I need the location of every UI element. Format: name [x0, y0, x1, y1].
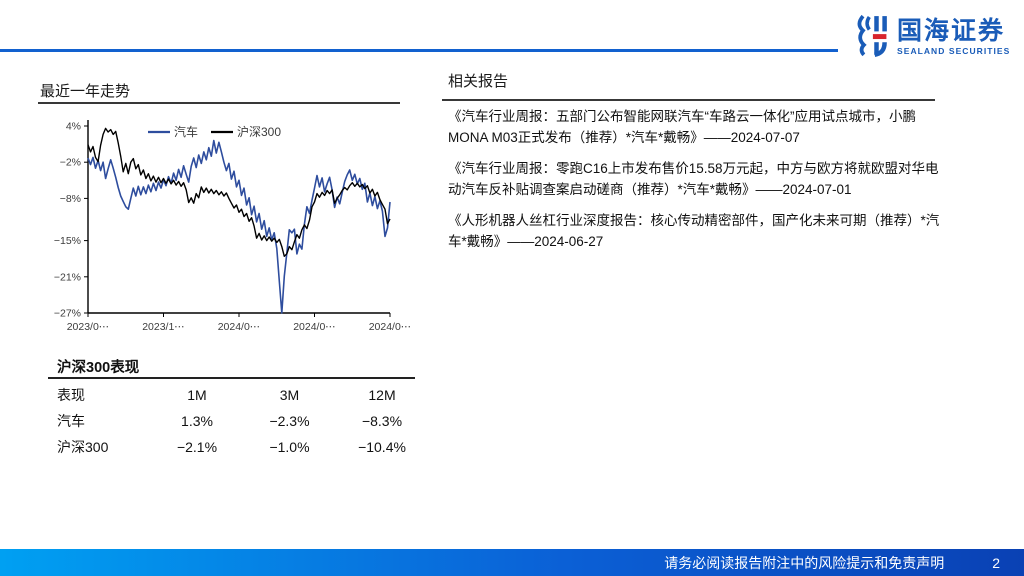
svg-text:−8%: −8% [60, 193, 81, 205]
svg-text:汽车: 汽车 [174, 124, 198, 139]
svg-text:2024/0⋯: 2024/0⋯ [369, 321, 412, 333]
svg-text:−2%: −2% [60, 157, 81, 169]
table-row-auto: 汽车 1.3% −2.3% −8.3% [57, 408, 427, 434]
sealand-logo-icon [854, 13, 890, 62]
row-label: 沪深300 [57, 439, 109, 455]
disclaimer-text: 请务必阅读报告附注中的风险提示和免责声明 [664, 554, 945, 571]
table-header-row: 表现 1M 3M 12M [57, 382, 427, 408]
performance-table-underline [48, 377, 415, 379]
footer-bar: 请务必阅读报告附注中的风险提示和免责声明 2 [0, 549, 1024, 576]
row-label: 汽车 [57, 413, 85, 429]
col-header-metric: 表现 [57, 387, 85, 403]
svg-text:2024/0⋯: 2024/0⋯ [293, 321, 336, 333]
cell-auto-3m: −2.3% [269, 413, 310, 429]
cell-csi300-3m: −1.0% [269, 439, 310, 455]
performance-table-title: 沪深300表现 [57, 360, 140, 376]
header-divider [0, 49, 838, 52]
trend-title-underline [38, 102, 400, 104]
svg-text:沪深300: 沪深300 [237, 125, 281, 139]
related-reports-list: 《汽车行业周报：五部门公布智能网联汽车“车路云一体化”应用试点城市，小鹏MONA… [448, 107, 940, 263]
svg-text:4%: 4% [66, 121, 81, 133]
svg-text:2023/0⋯: 2023/0⋯ [67, 321, 110, 333]
performance-table: 表现 1M 3M 12M 汽车 1.3% −2.3% −8.3% 沪深300 −… [57, 382, 427, 460]
related-reports-underline [442, 99, 935, 101]
svg-text:2023/1⋯: 2023/1⋯ [142, 321, 185, 333]
cell-auto-1m: 1.3% [181, 413, 213, 429]
cell-csi300-1m: −2.1% [176, 439, 218, 455]
page-number: 2 [992, 554, 1000, 571]
svg-text:2024/0⋯: 2024/0⋯ [218, 321, 261, 333]
report-item: 《汽车行业周报：五部门公布智能网联汽车“车路云一体化”应用试点城市，小鹏MONA… [448, 109, 916, 145]
svg-text:−15%: −15% [54, 235, 81, 247]
brand-name-english: SEALAND SECURITIES [897, 46, 1011, 57]
svg-text:−27%: −27% [54, 308, 81, 320]
related-reports-title: 相关报告 [448, 73, 509, 90]
trend-chart-container: 4% −2% −8% −15% −21% −27% 2023/0⋯ 2023/1⋯ 2024/0… [30, 112, 450, 340]
cell-auto-12m: −8.3% [361, 413, 403, 429]
col-header-12m: 12M [368, 387, 396, 403]
trend-section-title: 最近一年走势 [40, 83, 131, 100]
report-item: 《汽车行业周报：零跑C16上市发布售价15.58万元起，中方与欧方将就欧盟对华电… [448, 160, 939, 197]
trend-line-chart: 4% −2% −8% −15% −21% −27%2023/0⋯ 2023/1⋯ 2024/0… [54, 120, 412, 333]
col-header-3m: 3M [279, 387, 300, 403]
svg-text:−21%: −21% [54, 271, 81, 283]
cell-csi300-12m: −10.4% [358, 439, 406, 455]
table-row-csi300: 沪深300 −2.1% −1.0% −10.4% [57, 434, 427, 460]
report-item: 《人形机器人丝杠行业深度报告：核心传动精密部件，国产化未来可期（推荐）*汽车*戴… [448, 212, 940, 249]
brand-logo: 国海证券 SEALAND SECURITIES [854, 13, 1010, 62]
brand-name-chinese: 国海证券 [897, 17, 1006, 46]
col-header-1m: 1M [187, 387, 207, 403]
